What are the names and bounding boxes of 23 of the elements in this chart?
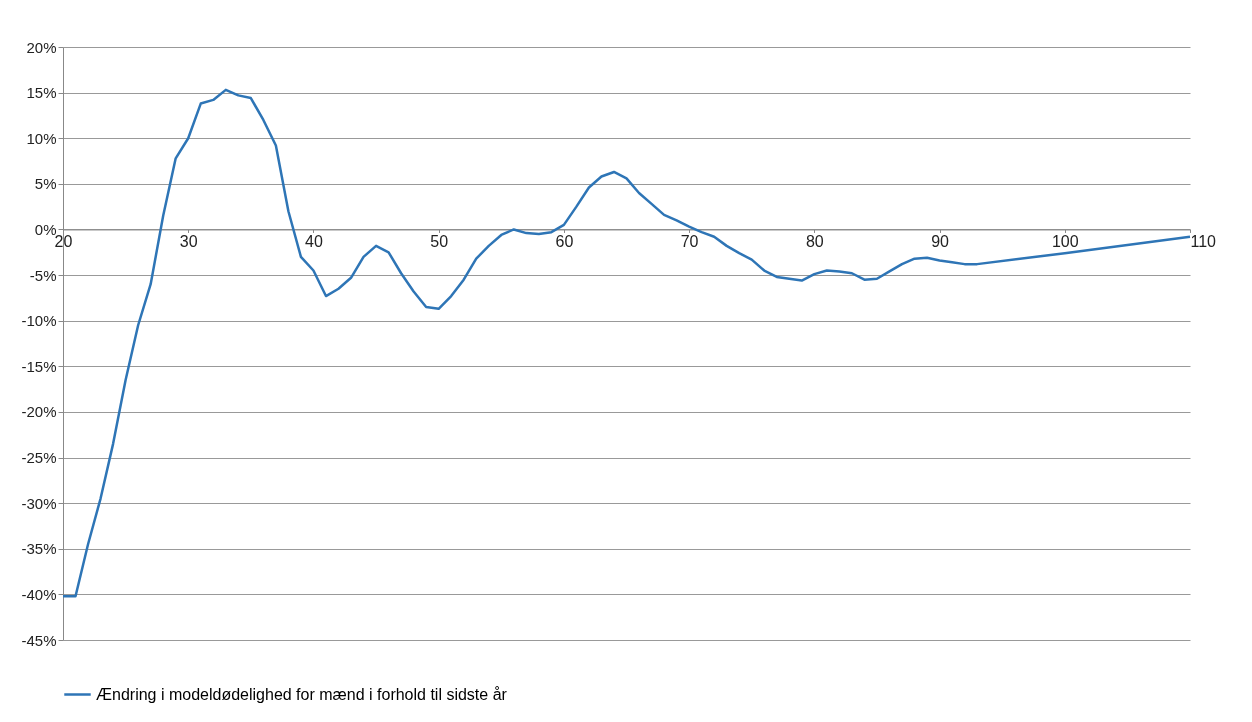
y-tick-label: -10% <box>21 312 57 330</box>
y-tick-label: 5% <box>34 175 57 193</box>
x-tick-label: 60 <box>555 232 574 250</box>
y-tick-label: -25% <box>21 449 57 467</box>
x-tick-label: 80 <box>805 232 824 250</box>
legend-label: Ændring i modeldødelighed for mænd i forhold til sidste år <box>96 685 508 703</box>
y-tick-label: -20% <box>21 403 57 421</box>
x-tick-label: 100 <box>1051 232 1079 250</box>
y-tick-label: -40% <box>21 585 57 603</box>
y-tick-label: 15% <box>26 84 57 102</box>
y-tick-label: -35% <box>21 540 57 558</box>
y-tick-label: -15% <box>21 357 57 375</box>
y-tick-label: 20% <box>26 38 57 56</box>
x-tick-label: 40 <box>305 232 323 250</box>
x-tick-label: 70 <box>680 232 699 250</box>
y-tick-label: -30% <box>21 494 57 512</box>
y-tick-label: -45% <box>21 631 57 649</box>
x-tick-label: 50 <box>430 232 449 250</box>
y-tick-label: 10% <box>26 129 57 147</box>
x-tick-label: 90 <box>931 232 950 250</box>
x-tick-label: 30 <box>179 232 198 250</box>
y-tick-label: -5% <box>29 266 57 284</box>
x-tick-label: 110 <box>1190 232 1217 250</box>
